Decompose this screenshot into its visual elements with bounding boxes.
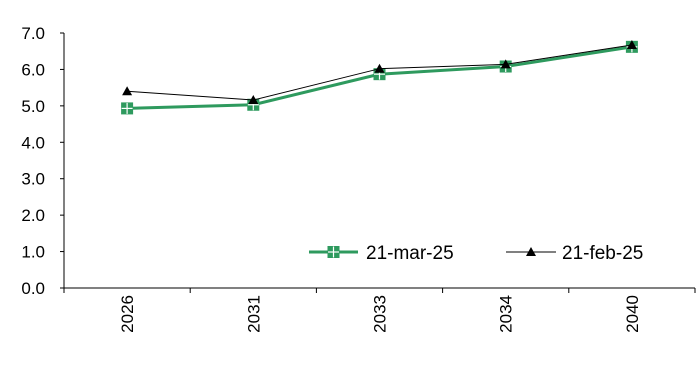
legend-label: 21-mar-25 bbox=[366, 243, 454, 264]
data-point bbox=[121, 102, 134, 115]
y-tick-label: 1.0 bbox=[21, 243, 45, 262]
legend-item: 21-feb-25 bbox=[506, 243, 643, 264]
y-tick-label: 0.0 bbox=[21, 279, 45, 298]
y-tick-label: 2.0 bbox=[21, 206, 45, 225]
y-tick-label: 6.0 bbox=[21, 60, 45, 79]
legend-label: 21-feb-25 bbox=[562, 243, 643, 264]
x-tick-label: 2026 bbox=[118, 295, 137, 333]
y-tick-label: 4.0 bbox=[21, 133, 45, 152]
legend-marker bbox=[327, 246, 340, 258]
y-tick-label: 5.0 bbox=[21, 97, 45, 116]
x-tick-label: 2031 bbox=[244, 295, 263, 333]
series-21-mar-25 bbox=[121, 40, 638, 115]
legend-marker bbox=[526, 247, 536, 256]
y-tick-label: 7.0 bbox=[21, 24, 45, 43]
x-tick-label: 2034 bbox=[497, 295, 516, 333]
x-tick-label: 2040 bbox=[623, 295, 642, 333]
y-tick-label: 3.0 bbox=[21, 170, 45, 189]
series-layer bbox=[121, 40, 638, 115]
x-tick-label: 2033 bbox=[371, 295, 390, 333]
series-21-feb-25 bbox=[122, 40, 637, 105]
data-point bbox=[248, 95, 259, 105]
legend-item: 21-mar-25 bbox=[309, 243, 454, 264]
data-point bbox=[500, 59, 511, 69]
data-point bbox=[626, 40, 637, 50]
data-point bbox=[374, 63, 385, 73]
data-point bbox=[122, 86, 133, 96]
x-axis: 2026 2031 2033 2034 2040 bbox=[63, 287, 696, 333]
y-axis: 0.0 1.0 2.0 3.0 4.0 5.0 6.0 7.0 bbox=[21, 24, 65, 298]
legend: 21-mar-25 21-feb-25 bbox=[309, 243, 643, 264]
